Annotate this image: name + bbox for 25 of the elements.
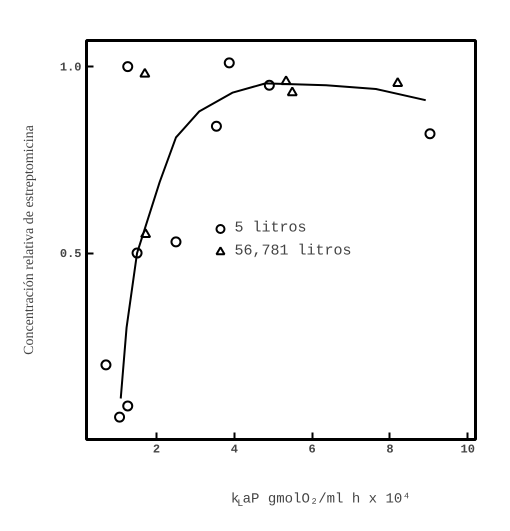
- point: [139, 68, 150, 78]
- point: [122, 400, 134, 412]
- point: [264, 80, 275, 91]
- point: [424, 128, 436, 140]
- point: [286, 86, 298, 96]
- legend-label: 5 litros: [234, 220, 306, 236]
- x-tick-label: 10: [460, 442, 475, 456]
- x-tick-label: 8: [386, 442, 394, 456]
- x-tick-label: 6: [308, 442, 316, 456]
- point: [114, 412, 126, 423]
- point: [392, 77, 404, 87]
- x-tick-label: 4: [230, 442, 238, 456]
- x-tick-label: 2: [152, 442, 160, 456]
- point: [210, 120, 222, 132]
- point: [100, 359, 112, 370]
- y-axis-title: Concentración relativa de estreptomicina: [22, 124, 37, 355]
- point: [170, 236, 182, 248]
- point: [132, 248, 143, 259]
- y-tick-label: 1.0: [60, 60, 82, 75]
- point: [140, 228, 152, 238]
- point: [122, 61, 134, 72]
- y-tick-label: 0.5: [60, 247, 82, 262]
- point: [224, 57, 235, 68]
- legend-label: 56,781 litros: [234, 242, 352, 260]
- point: [280, 75, 292, 86]
